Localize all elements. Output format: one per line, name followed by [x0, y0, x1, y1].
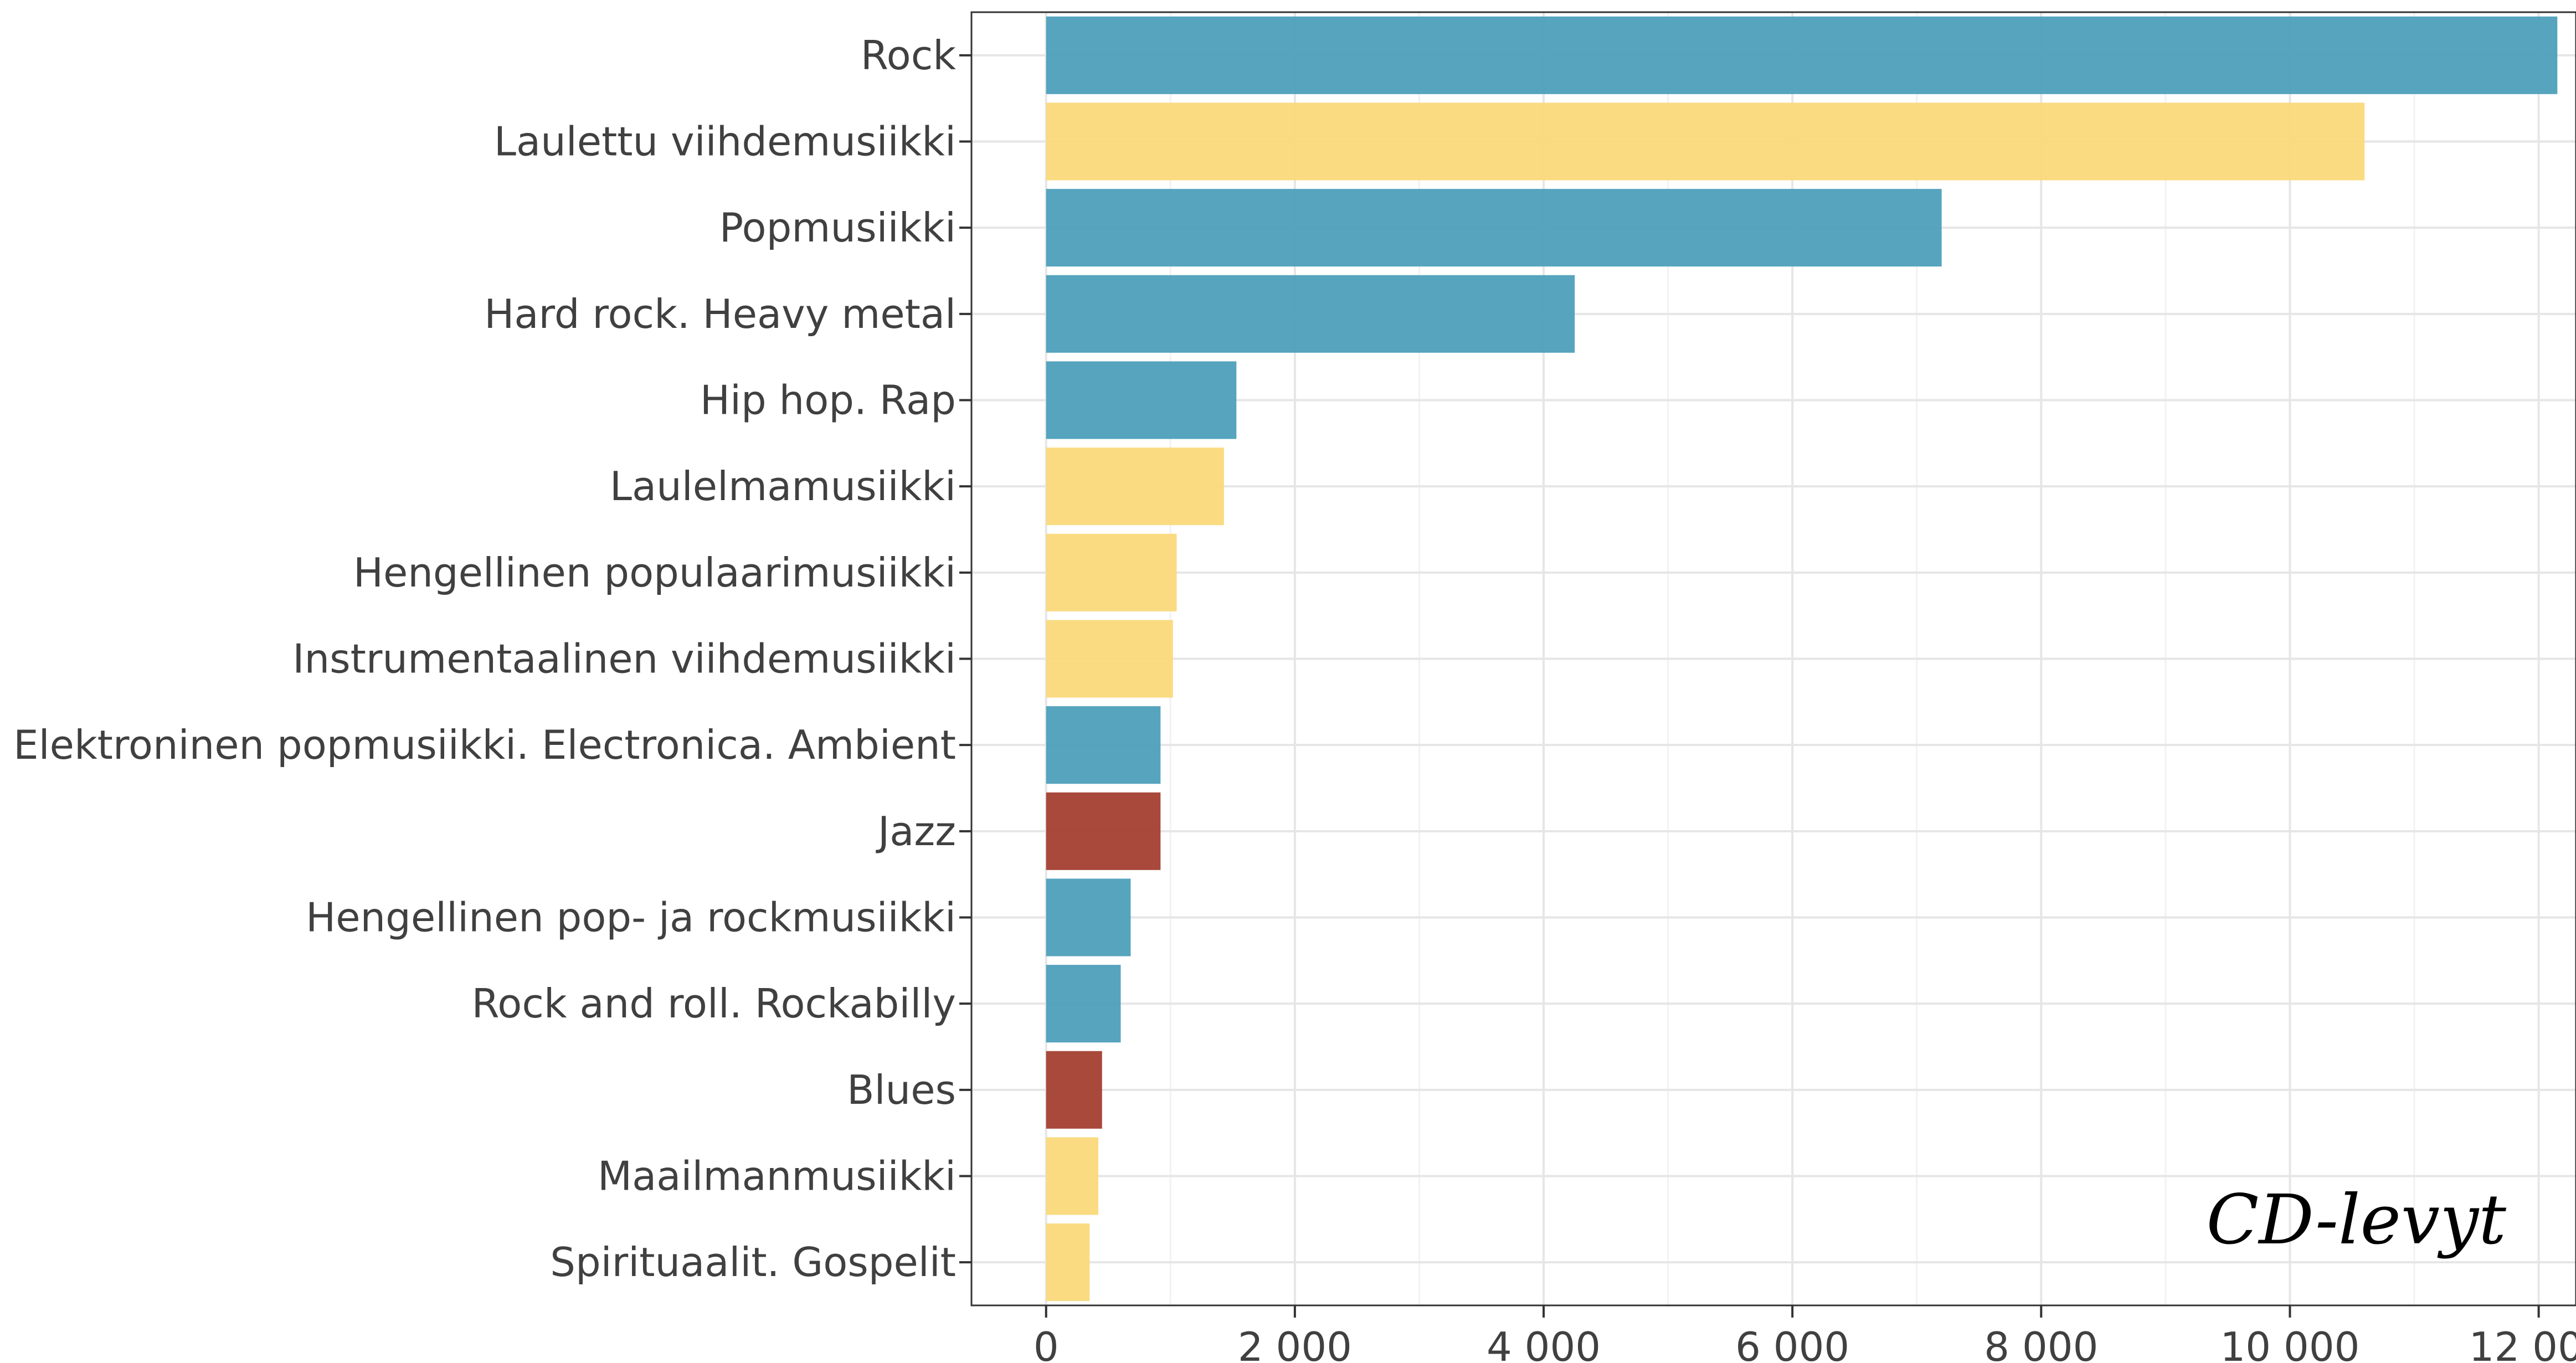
bar-14 [1046, 1223, 1090, 1302]
bar-0 [1046, 16, 2558, 94]
y-tick-label: Hard rock. Heavy metal [484, 291, 956, 337]
x-axis: 0 2 000 4 000 6 000 8 000 10 000 12 000 [1034, 1305, 2576, 1363]
bar-5 [1046, 448, 1224, 526]
bar-11 [1046, 965, 1121, 1043]
bar-2 [1046, 189, 1942, 267]
bar-12 [1046, 1051, 1102, 1129]
x-tick-label: 12 000 [2469, 1324, 2576, 1363]
bar-3 [1046, 275, 1575, 353]
y-tick-label: Elektroninen popmusiikki. Electronica. A… [13, 722, 956, 768]
y-tick-label: Spirituaalit. Gospelit [550, 1239, 956, 1285]
x-tick-label: 8 000 [1984, 1324, 2098, 1363]
y-tick-label: Hip hop. Rap [700, 377, 956, 424]
y-tick-label: Instrumentaalinen viihdemusiikki [292, 636, 956, 682]
y-tick-label: Hengellinen pop- ja rockmusiikki [306, 894, 956, 941]
x-tick-label: 2 000 [1238, 1324, 1352, 1363]
bar-7 [1046, 620, 1173, 698]
y-tick-label: Maailmanmusiikki [598, 1153, 956, 1200]
bar-10 [1046, 878, 1131, 956]
y-tick-label: Jazz [876, 808, 956, 855]
bar-9 [1046, 792, 1161, 870]
y-tick-label: Hengellinen populaarimusiikki [353, 549, 956, 596]
y-tick-label: Rock and roll. Rockabilly [471, 980, 956, 1027]
chart-annotation: CD-levyt [2207, 1180, 2507, 1260]
y-tick-label: Rock [861, 32, 956, 79]
y-axis: Rock Laulettu viihdemusiikki Popmusiikki Ha… [13, 32, 971, 1285]
bar-4 [1046, 361, 1237, 439]
x-tick-label: 10 000 [2220, 1324, 2360, 1363]
x-tick-label: 4 000 [1487, 1324, 1601, 1363]
bar-8 [1046, 706, 1161, 784]
y-tick-label: Blues [847, 1067, 956, 1113]
x-tick-label: 6 000 [1735, 1324, 1849, 1363]
bar-1 [1046, 102, 2365, 181]
y-tick-label: Laulelmamusiikki [610, 463, 956, 510]
bars [1046, 16, 2558, 1302]
y-tick-label: Laulettu viihdemusiikki [494, 119, 956, 165]
y-tick-label: Popmusiikki [719, 204, 956, 251]
x-tick-label: 0 [1034, 1324, 1059, 1363]
bar-6 [1046, 533, 1177, 611]
bar-13 [1046, 1137, 1099, 1215]
